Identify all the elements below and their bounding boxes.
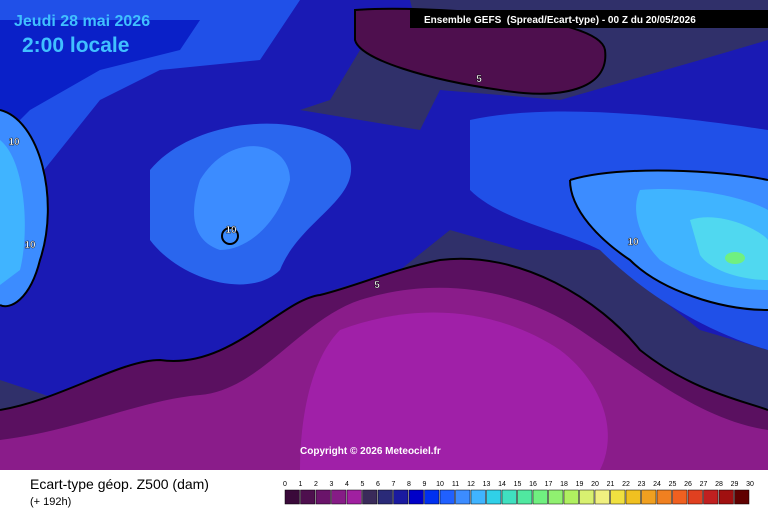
colorbar-swatch bbox=[517, 489, 533, 505]
colorbar-tick-label: 18 bbox=[560, 481, 568, 488]
colorbar-tick-label: 11 bbox=[452, 481, 459, 488]
colorbar-swatch bbox=[734, 489, 750, 505]
colorbar-tick-label: 3 bbox=[330, 481, 334, 488]
colorbar-tick-label: 26 bbox=[684, 481, 692, 488]
copyright: Copyright © 2026 Meteociel.fr bbox=[300, 446, 441, 457]
contour-labels: 5 5 10 10 10 10 bbox=[8, 74, 639, 291]
colorbar-tick-label: 4 bbox=[345, 481, 349, 488]
colorbar-swatch bbox=[362, 489, 378, 505]
colorbar-tick-label: 20 bbox=[591, 481, 599, 488]
colorbar-tick-label: 9 bbox=[423, 481, 427, 488]
colorbar-tick-label: 8 bbox=[407, 481, 411, 488]
colorbar-tick-label: 30 bbox=[746, 481, 754, 488]
colorbar-tick-label: 7 bbox=[392, 481, 396, 488]
colorbar-tick-label: 1 bbox=[299, 481, 303, 488]
colorbar-swatch bbox=[408, 489, 424, 505]
colorbar-swatch bbox=[610, 489, 626, 505]
contour-label: 5 bbox=[476, 74, 482, 85]
colorbar-swatch bbox=[548, 489, 564, 505]
colorbar-tick-label: 5 bbox=[361, 481, 365, 488]
colorbar-swatch bbox=[284, 489, 300, 505]
colorbar-swatch bbox=[455, 489, 471, 505]
colorbar-tick-label: 12 bbox=[467, 481, 475, 488]
colorbar-swatch bbox=[377, 489, 393, 505]
colorbar-tick-label: 6 bbox=[376, 481, 380, 488]
colorbar-tick-label: 15 bbox=[514, 481, 522, 488]
colorbar-swatch bbox=[563, 489, 579, 505]
colorbar-swatch bbox=[579, 489, 595, 505]
colorbar-tick-label: 0 bbox=[283, 481, 287, 488]
colorbar-swatch bbox=[470, 489, 486, 505]
colorbar-tick-label: 28 bbox=[715, 481, 723, 488]
colorbar-swatch bbox=[315, 489, 331, 505]
colorbar-tick-label: 22 bbox=[622, 481, 630, 488]
colorbar-swatch bbox=[672, 489, 688, 505]
colorbar-swatch bbox=[331, 489, 347, 505]
colorbar-swatch bbox=[439, 489, 455, 505]
colorbar-tick-label: 16 bbox=[529, 481, 537, 488]
colorbar-tick-label: 24 bbox=[653, 481, 661, 488]
lead-time: (+ 192h) bbox=[30, 496, 71, 508]
colorbar-swatch bbox=[656, 489, 672, 505]
contour-label: 10 bbox=[8, 137, 20, 148]
colorbar-swatch bbox=[346, 489, 362, 505]
colorbar-tick-label: 25 bbox=[669, 481, 677, 488]
colorbar-swatch bbox=[718, 489, 734, 505]
model-info: Ensemble GEFS (Spread/Ecart-type) - 00 Z… bbox=[424, 15, 696, 26]
colorbar-swatch bbox=[641, 489, 657, 505]
colorbar: 0 1 2 3 4 5 6 7 8 9 10 11 12 13 14 15 16 17 18 19 20 21 22 23 24… bbox=[283, 481, 754, 505]
footer-title: Ecart-type géop. Z500 (dam) bbox=[30, 476, 209, 492]
colorbar-swatch bbox=[501, 489, 517, 505]
contour-label: 5 bbox=[374, 280, 380, 291]
colorbar-tick-label: 14 bbox=[498, 481, 506, 488]
map bbox=[0, 0, 768, 470]
colorbar-swatch bbox=[424, 489, 440, 505]
colorbar-tick-label: 17 bbox=[545, 481, 553, 488]
colorbar-tick-label: 21 bbox=[607, 481, 615, 488]
colorbar-swatch bbox=[393, 489, 409, 505]
contour-label: 10 bbox=[225, 225, 237, 236]
colorbar-tick-label: 10 bbox=[436, 481, 444, 488]
contour-label: 10 bbox=[627, 237, 639, 248]
colorbar-swatch bbox=[703, 489, 719, 505]
colorbar-tick-label: 23 bbox=[638, 481, 646, 488]
colorbar-swatch bbox=[687, 489, 703, 505]
colorbar-swatch bbox=[486, 489, 502, 505]
colorbar-tick-label: 27 bbox=[700, 481, 708, 488]
colorbar-swatch bbox=[532, 489, 548, 505]
colorbar-swatch bbox=[625, 489, 641, 505]
colorbar-swatch bbox=[594, 489, 610, 505]
colorbar-swatch bbox=[300, 489, 316, 505]
date: Jeudi 28 mai 2026 bbox=[14, 13, 150, 30]
colorbar-tick-label: 2 bbox=[314, 481, 318, 488]
colorbar-tick-label: 13 bbox=[483, 481, 491, 488]
time: 2:00 locale bbox=[22, 34, 129, 57]
contour-label: 10 bbox=[24, 240, 36, 251]
colorbar-tick-label: 19 bbox=[576, 481, 584, 488]
colorbar-tick-label: 29 bbox=[731, 481, 739, 488]
